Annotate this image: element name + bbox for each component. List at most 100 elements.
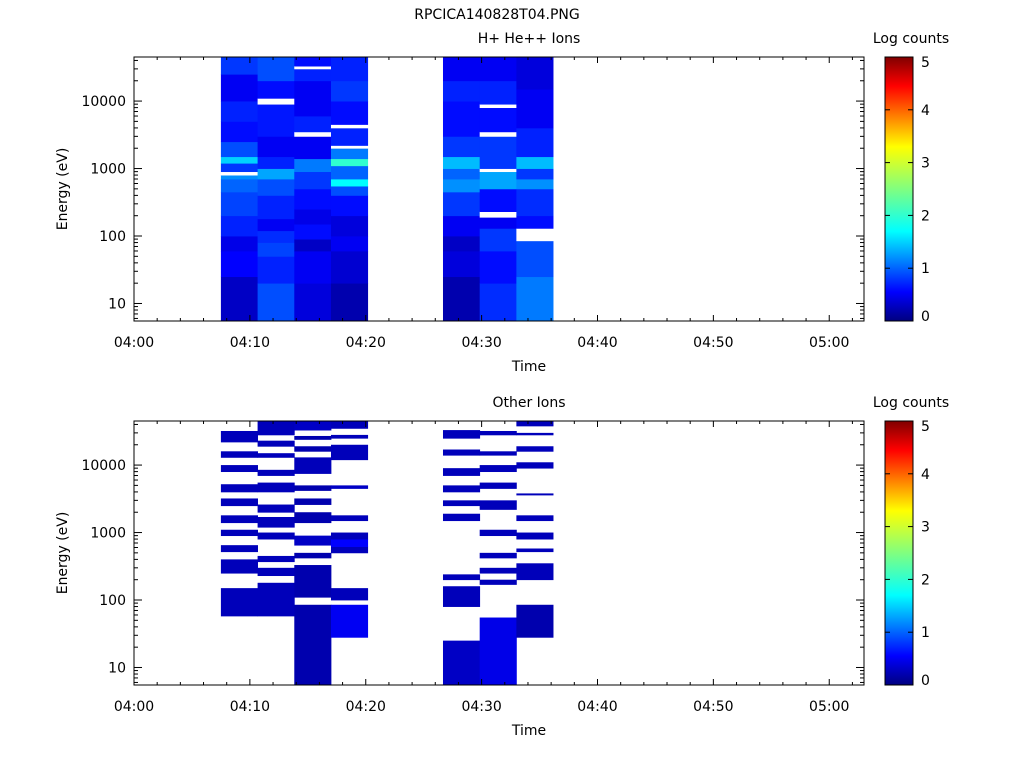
spectrogram-cell (330, 101, 369, 125)
spectrogram-cell (479, 188, 517, 212)
spectrogram-cell (479, 171, 517, 190)
spectrogram-cell (516, 57, 554, 90)
spectrogram-cell (257, 482, 295, 493)
spectrogram-cell (442, 574, 481, 581)
spectrogram-cell (516, 215, 554, 229)
spectrogram-cell (516, 178, 554, 190)
spectrogram-cell (294, 457, 332, 474)
spectrogram-cell (330, 250, 369, 284)
spectrogram-cell (257, 80, 295, 99)
x-tick-label: 04:40 (577, 699, 617, 715)
spectrogram-cell (330, 158, 369, 167)
spectrogram-cell (442, 156, 481, 169)
spectrogram-cell (257, 582, 295, 617)
x-tick-label: 04:30 (461, 699, 501, 715)
spectrogram-cell (442, 513, 481, 522)
spectrogram-cell (220, 529, 258, 537)
spectrogram-cells (220, 57, 554, 322)
spectrogram-cell (516, 421, 554, 427)
spectrogram-cell (479, 136, 517, 169)
spectrogram-cell (516, 228, 554, 242)
spectrogram-cell (330, 127, 369, 146)
spectrogram-cell (220, 276, 258, 322)
spectrogram-cell (294, 421, 332, 431)
spectrogram-cell (442, 191, 481, 217)
spectrogram-cell (479, 168, 517, 173)
colorbar-label: Log counts (873, 395, 949, 411)
y-tick-label: 100 (99, 229, 126, 245)
spectrogram-cell (257, 469, 295, 476)
spectrogram-cell (442, 250, 481, 278)
spectrogram-cell (220, 545, 258, 553)
spectrogram-cell (442, 485, 481, 493)
spectrogram-cell (516, 89, 554, 129)
spectrogram-cell (220, 515, 258, 524)
x-axis-label: Time (511, 359, 546, 375)
spectrogram-cell (330, 148, 369, 160)
spectrogram-cell (330, 80, 369, 102)
spectrogram-cell (257, 516, 295, 528)
spectrogram-cell (257, 242, 295, 257)
spectrogram-cell (479, 567, 517, 574)
colorbar-tick-label: 3 (921, 156, 930, 172)
spectrogram-cell (330, 215, 369, 237)
spectrogram-cell (442, 168, 481, 180)
spectrogram-cell (294, 446, 332, 452)
panel-title: H+ He++ Ions (478, 31, 581, 47)
spectrogram-cell (257, 504, 295, 513)
spectrogram-cell (516, 515, 554, 522)
spectrogram-cell (330, 532, 369, 540)
spectrogram-cell (479, 465, 517, 473)
spectrogram-cell (479, 80, 517, 105)
spectrogram-cell (516, 493, 554, 496)
spectrogram-cell (479, 107, 517, 133)
spectrogram-cell (516, 548, 554, 553)
spectrogram-panel: 04:00 04:10 04:20 04:30 04:40 04:50 05:0010100… (55, 31, 949, 375)
spectrogram-cell (479, 104, 517, 109)
spectrogram-cell (257, 57, 295, 82)
spectrogram-cell (442, 468, 481, 476)
spectrogram-panel: 04:00 04:10 04:20 04:30 04:40 04:50 05:0010100… (55, 395, 949, 739)
spectrogram-cell (330, 165, 369, 180)
spectrogram-cell (294, 158, 332, 173)
spectrogram-cell (516, 432, 554, 436)
spectrogram-cell (479, 57, 517, 82)
spectrogram-cell (294, 239, 332, 252)
spectrogram-cell (516, 127, 554, 158)
spectrogram-cell (220, 215, 258, 237)
spectrogram-cell (479, 283, 517, 322)
spectrogram-cell (479, 482, 517, 489)
spectrogram-cell (479, 131, 517, 137)
colorbar-tick-label: 1 (921, 261, 930, 277)
spectrogram-cell (330, 434, 369, 439)
spectrogram-cell (479, 617, 517, 686)
y-tick-label: 1000 (90, 162, 126, 178)
spectrogram-cell (442, 215, 481, 237)
spectrogram-cell (294, 224, 332, 240)
y-tick-label: 10 (108, 660, 126, 676)
spectrogram-cell (294, 57, 332, 67)
x-tick-label: 04:10 (230, 699, 270, 715)
colorbar-tick-label: 0 (921, 309, 930, 325)
spectrogram-cell (257, 555, 295, 563)
spectrogram-cell (257, 283, 295, 322)
spectrogram-cell (220, 74, 258, 102)
colorbar-tick-label: 5 (921, 419, 930, 435)
spectrogram-cell (257, 230, 295, 243)
y-tick-label: 1000 (90, 526, 126, 542)
colorbar-tick-label: 2 (921, 572, 930, 588)
spectrogram-cell (220, 141, 258, 158)
spectrogram-cell (257, 440, 295, 447)
spectrogram-cell (294, 136, 332, 160)
spectrogram-cell (330, 539, 369, 547)
spectrogram-cell (516, 276, 554, 322)
spectrogram-cell (479, 451, 517, 456)
spectrogram-cell (330, 604, 369, 638)
spectrogram-cell (294, 131, 332, 137)
spectrogram-cell (479, 250, 517, 284)
spectrogram-cell (516, 156, 554, 169)
spectrogram-cell (516, 462, 554, 469)
x-tick-label: 04:40 (577, 335, 617, 351)
spectrogram-cell (294, 498, 332, 505)
